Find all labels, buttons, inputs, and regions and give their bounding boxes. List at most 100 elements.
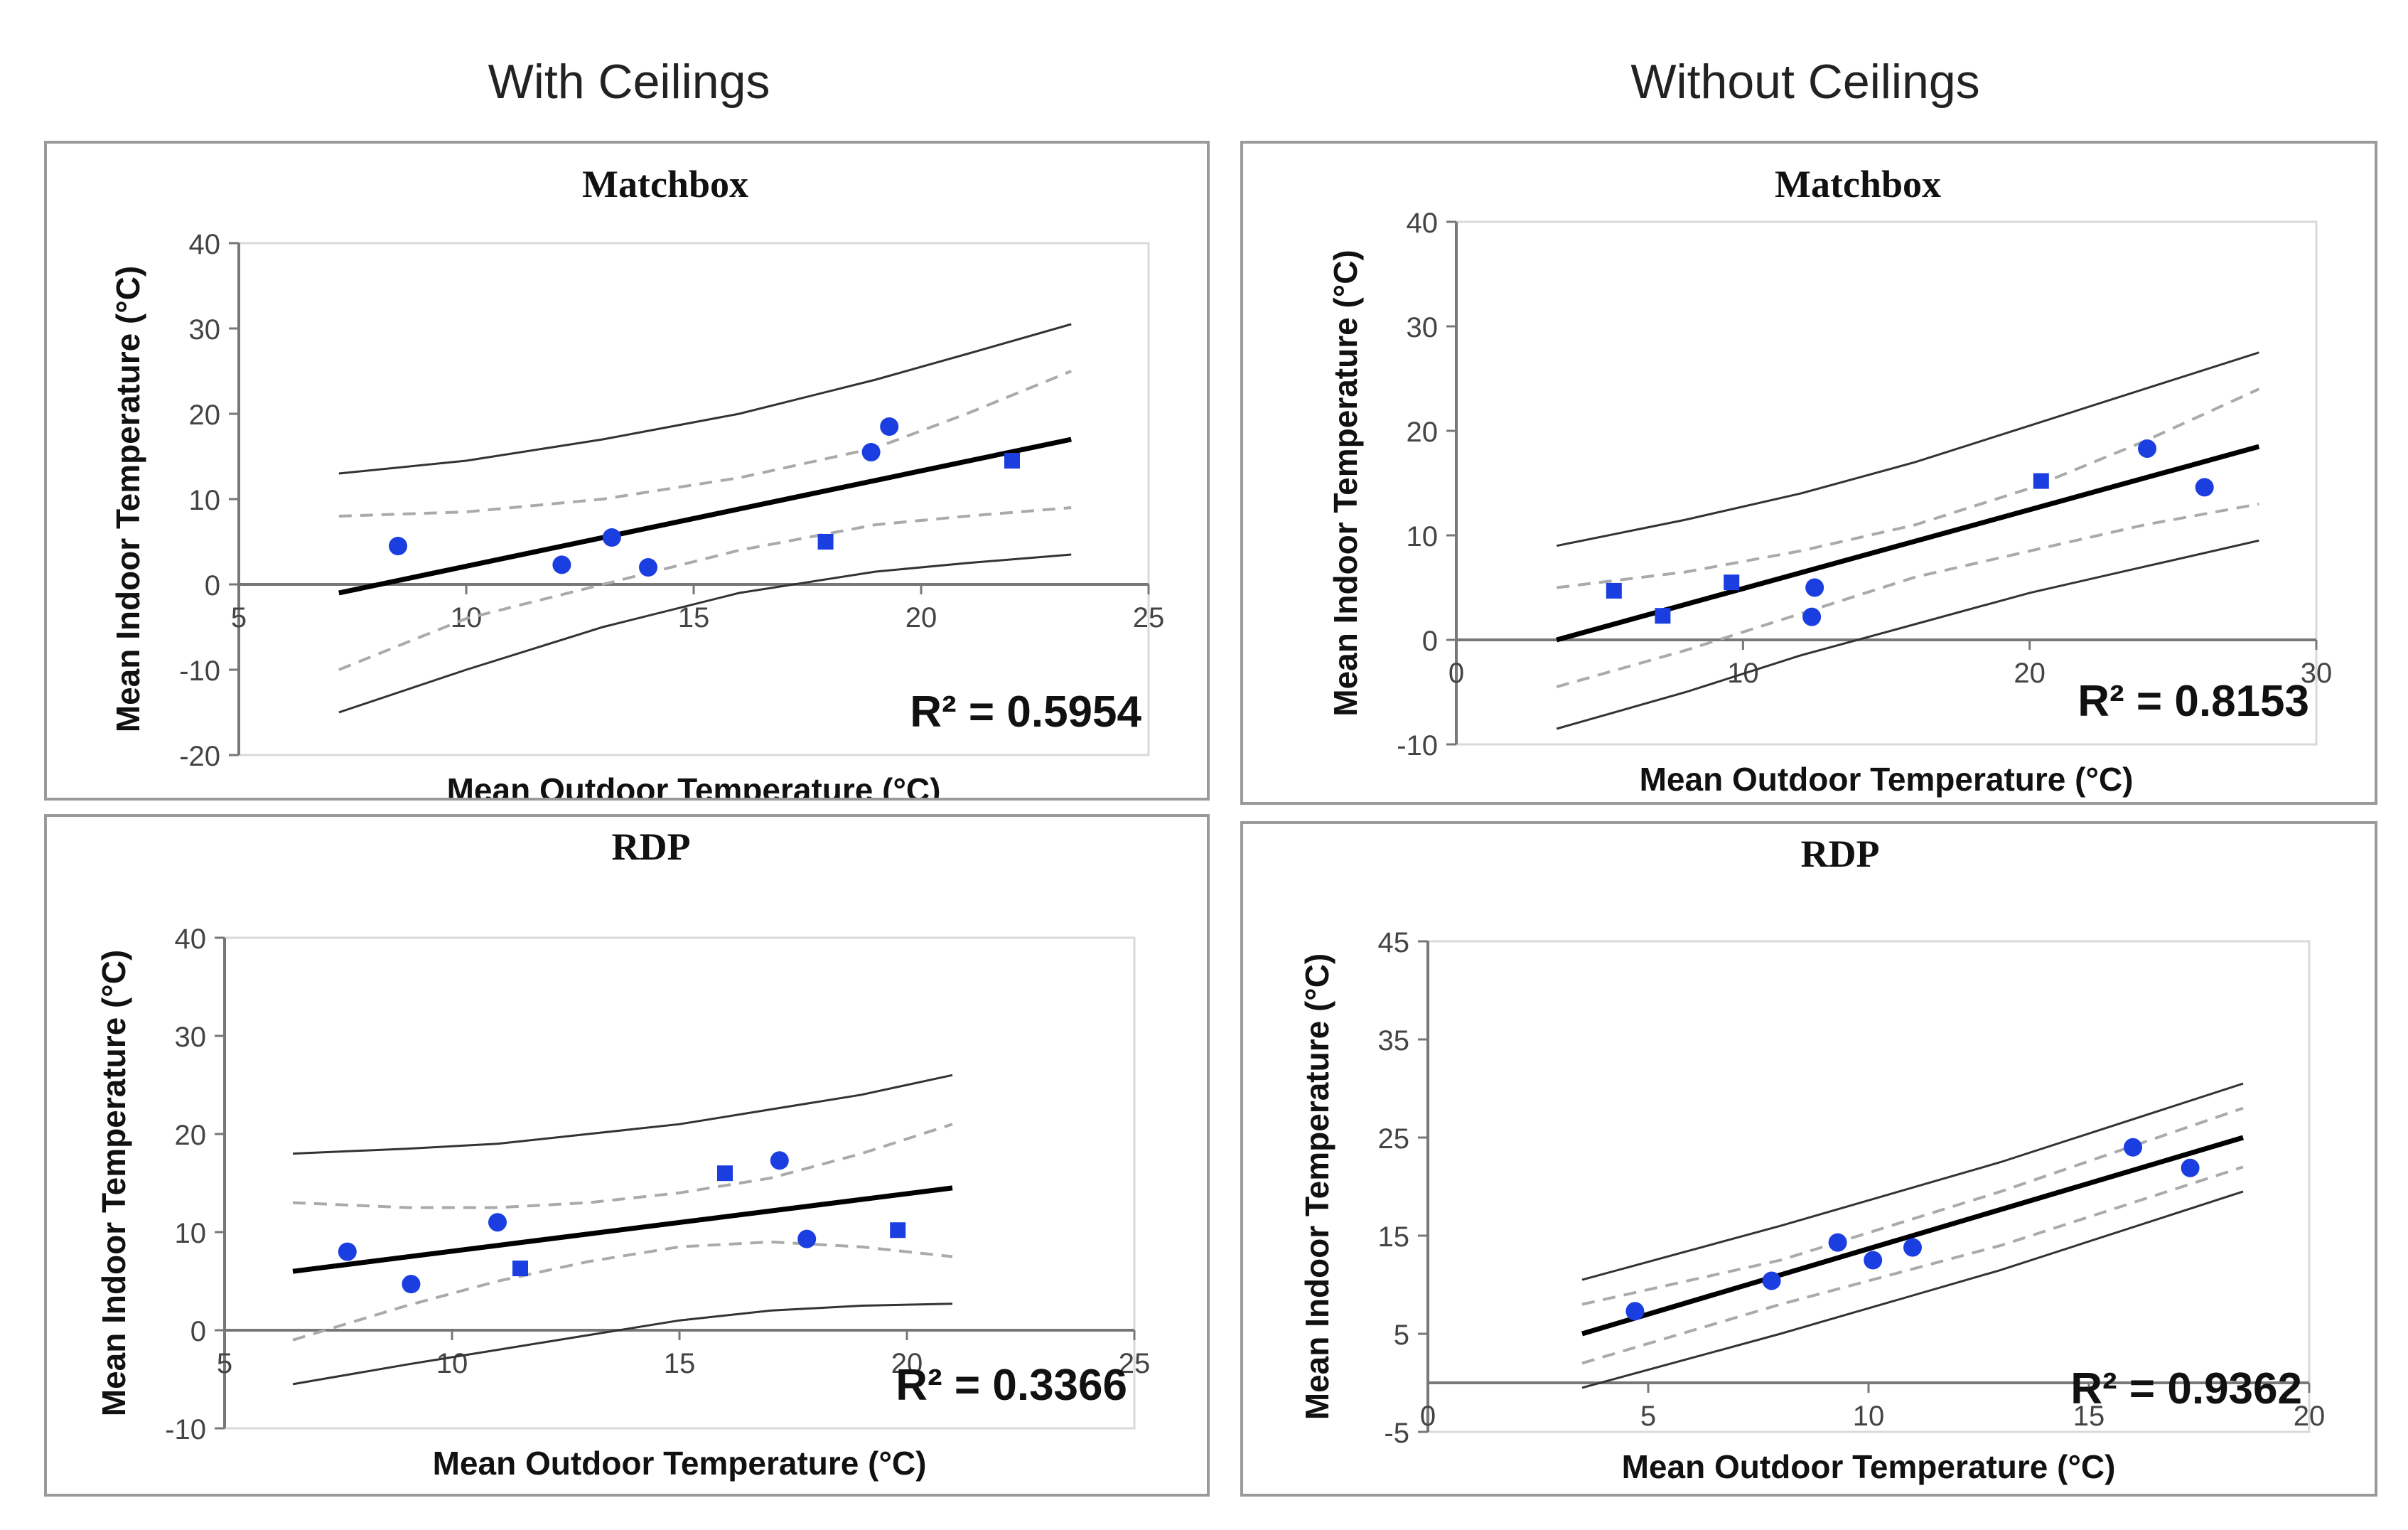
data-point (890, 1222, 906, 1239)
prediction-lower-line (292, 1302, 953, 1386)
confidence-upper-line (338, 370, 1072, 518)
x-tick-label: 5 (231, 602, 247, 633)
plot-area (237, 242, 1150, 756)
y-tick-label: 10 (175, 1218, 207, 1249)
data-point (1724, 574, 1740, 591)
data-point (1625, 1302, 1645, 1321)
regression-line (1556, 444, 2260, 643)
data-point (1762, 1271, 1781, 1290)
data-point (1802, 607, 1822, 626)
prediction-lower-line (1556, 539, 2259, 730)
y-tick-label: 20 (175, 1120, 207, 1151)
x-tick-label: 5 (1640, 1401, 1656, 1432)
data-point (402, 1275, 421, 1294)
x-axis-label: Mean Outdoor Temperature (°C) (447, 771, 941, 798)
data-point (1655, 608, 1671, 624)
prediction-upper-line (1581, 1082, 2244, 1281)
data-point (817, 534, 834, 550)
y-tick-label: 15 (1378, 1221, 1410, 1253)
chart-panel-matchbox-without-ceilings: Matchbox -10 0 10 20 30 40 0 10 20 30 R² = 0.8153 Me… (1240, 141, 2377, 805)
y-tick-label: 10 (189, 485, 221, 516)
confidence-upper-line (292, 1123, 953, 1209)
chart-title: RDP (612, 825, 691, 868)
regression-line (292, 1185, 953, 1274)
y-tick-label: 40 (189, 229, 221, 260)
data-point (2195, 478, 2214, 497)
x-tick-label: 20 (905, 602, 937, 633)
y-tick-label: 20 (189, 400, 221, 431)
y-axis-label: Mean Indoor Temperature (°C) (1327, 250, 1364, 717)
prediction-upper-line (292, 1074, 953, 1155)
confidence-lower-line (338, 506, 1072, 671)
plot-area (1455, 220, 2318, 746)
y-tick-label: 20 (1407, 417, 1439, 448)
y-tick-label: -20 (179, 741, 220, 772)
y-tick-label: 25 (1378, 1123, 1410, 1155)
y-tick-label: 0 (205, 570, 220, 601)
x-tick-label: 0 (1448, 658, 1464, 689)
data-point (1864, 1251, 1883, 1270)
chart-panel-rdp-without-ceilings: RDP -5 5 15 25 35 45 0 5 10 15 20 R² = 0.9362 Mean Ou… (1240, 821, 2377, 1497)
y-tick-label: -10 (179, 656, 220, 687)
r-squared-label: R² = 0.8153 (2078, 677, 2309, 726)
data-point (602, 528, 621, 547)
r-squared-label: R² = 0.9362 (2070, 1364, 2302, 1413)
data-point (770, 1151, 789, 1170)
data-point (797, 1229, 817, 1248)
prediction-lower-line (338, 553, 1072, 714)
y-tick-label: 10 (1407, 521, 1439, 552)
y-tick-label: -10 (165, 1414, 206, 1445)
data-point (488, 1213, 507, 1232)
x-tick-label: 20 (2014, 658, 2046, 689)
data-point (1606, 582, 1622, 599)
data-point (389, 537, 407, 555)
chart-title: Matchbox (1775, 163, 1941, 205)
data-point (512, 1261, 528, 1277)
x-tick-label: 25 (1133, 602, 1165, 633)
x-tick-label: 30 (2301, 658, 2333, 689)
data-point (338, 1242, 357, 1261)
x-tick-label: 10 (436, 1348, 468, 1379)
data-point (717, 1165, 733, 1182)
y-tick-label: 5 (1394, 1320, 1409, 1351)
column-header-with-ceilings: With Ceilings (488, 55, 770, 109)
x-axis-label: Mean Outdoor Temperature (°C) (1640, 761, 2134, 798)
data-point (2181, 1158, 2200, 1177)
data-point (552, 555, 571, 574)
data-point (2124, 1138, 2142, 1157)
x-axis-label: Mean Outdoor Temperature (°C) (433, 1445, 927, 1482)
y-tick-label: 45 (1378, 927, 1410, 958)
plot-area (1426, 940, 2311, 1433)
data-point (1004, 453, 1020, 469)
y-tick-label: 30 (1407, 312, 1439, 343)
chart-panel-rdp-with-ceilings: RDP -10 0 10 20 30 40 5 10 15 20 25 R² = 0.3366 Mean … (44, 814, 1210, 1497)
prediction-lower-line (1581, 1190, 2244, 1389)
r-squared-label: R² = 0.5954 (910, 688, 1141, 737)
x-axis-label: Mean Outdoor Temperature (°C) (1622, 1448, 2116, 1485)
y-tick-label: 35 (1378, 1025, 1410, 1056)
y-tick-label: -10 (1397, 730, 1438, 761)
y-tick-label: 0 (1422, 626, 1438, 657)
prediction-upper-line (338, 323, 1072, 475)
x-tick-label: 25 (1119, 1348, 1151, 1379)
regression-line (1581, 1135, 2244, 1337)
x-tick-label: 0 (1420, 1401, 1436, 1432)
confidence-lower-line (1556, 502, 2259, 689)
column-header-without-ceilings: Without Ceilings (1630, 55, 1980, 109)
y-tick-label: 30 (189, 314, 221, 346)
y-tick-label: 40 (1407, 208, 1439, 239)
r-squared-label: R² = 0.3366 (896, 1361, 1127, 1410)
data-point (880, 417, 899, 436)
data-point (1828, 1233, 1847, 1252)
y-tick-label: 30 (175, 1022, 207, 1053)
y-axis-label: Mean Indoor Temperature (°C) (95, 950, 132, 1417)
x-tick-label: 20 (2294, 1401, 2326, 1432)
regression-line (338, 437, 1072, 596)
y-tick-label: 0 (190, 1316, 206, 1347)
confidence-upper-line (1556, 387, 2260, 589)
data-point (639, 558, 657, 577)
y-axis-label: Mean Indoor Temperature (°C) (109, 266, 146, 733)
